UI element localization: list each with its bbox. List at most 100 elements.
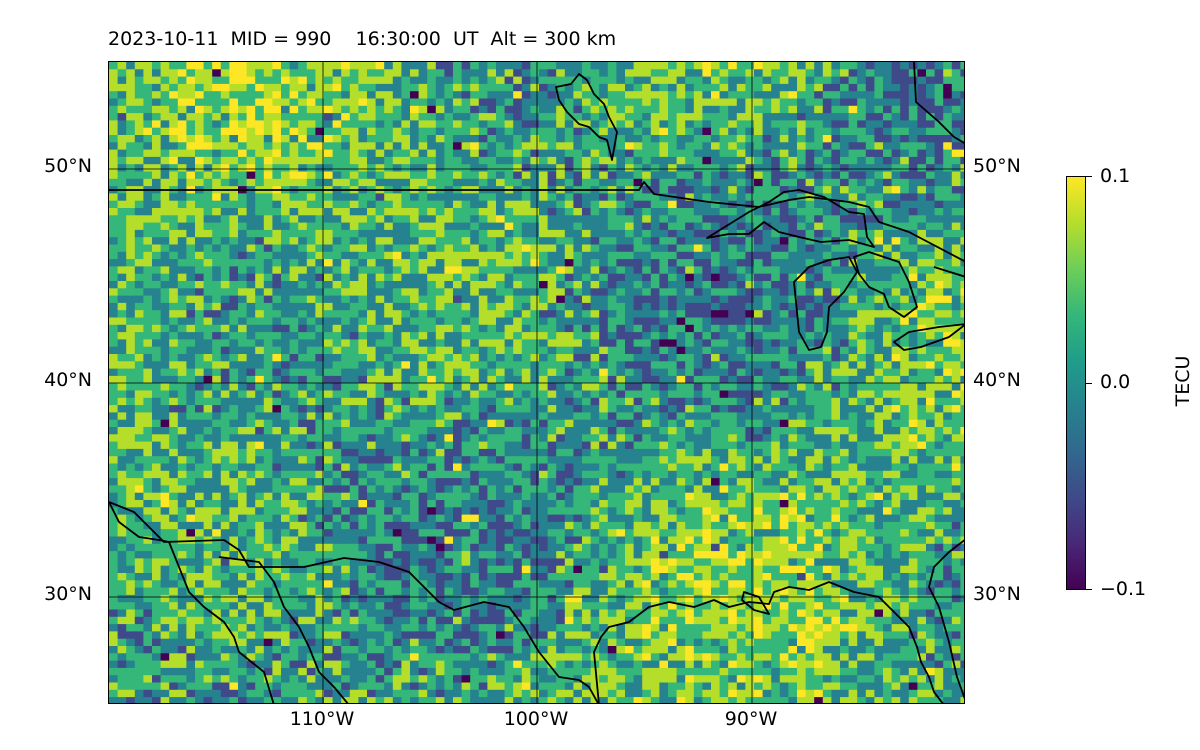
tec-cell <box>736 83 746 92</box>
tec-cell <box>719 186 729 194</box>
tec-cell <box>358 405 368 413</box>
tec-cell <box>951 397 961 406</box>
tec-cell <box>246 361 256 370</box>
tec-cell <box>831 69 841 78</box>
tec-cell <box>883 193 893 202</box>
tec-cell <box>169 383 179 392</box>
tec-cell <box>642 383 652 392</box>
tec-cell <box>238 142 248 151</box>
tec-cell <box>298 405 308 413</box>
tec-cell <box>573 281 583 289</box>
tec-cell <box>229 76 239 85</box>
tec-cell <box>126 156 136 165</box>
tec-cell <box>453 229 463 238</box>
tec-cell <box>418 164 428 173</box>
tec-cell <box>478 229 488 238</box>
tec-cell <box>693 368 703 377</box>
tec-cell <box>177 302 187 311</box>
tec-cell <box>582 69 592 78</box>
tec-cell <box>736 178 746 187</box>
tec-cell <box>272 127 282 136</box>
tec-cell <box>435 266 445 275</box>
tec-cell <box>685 215 695 224</box>
tec-cell <box>289 113 299 121</box>
tec-cell <box>444 266 454 275</box>
tec-cell <box>564 324 574 333</box>
map-panel[interactable] <box>108 61 965 704</box>
tec-cell <box>272 390 282 399</box>
tec-cell <box>195 397 205 406</box>
tec-cell <box>160 244 170 253</box>
tec-cell <box>272 368 282 377</box>
tec-cell <box>668 113 678 121</box>
tec-cell <box>874 237 884 246</box>
tec-cell <box>392 266 402 275</box>
tec-cell <box>616 91 626 100</box>
tec-cell <box>152 76 162 85</box>
tec-cell <box>324 288 334 297</box>
tec-cell <box>711 346 721 355</box>
tec-cell <box>840 259 850 267</box>
tec-cell <box>865 105 875 114</box>
tec-cell <box>874 91 884 100</box>
tec-cell <box>857 127 867 136</box>
tec-cell <box>728 237 738 246</box>
tec-cell <box>814 171 824 180</box>
tec-cell <box>272 113 282 121</box>
tec-cell <box>401 266 411 275</box>
tec-cell <box>625 273 635 282</box>
tec-cell <box>530 76 540 85</box>
tec-cell <box>220 412 230 421</box>
tec-cell <box>547 419 557 428</box>
tec-cell <box>126 237 136 246</box>
tec-cell <box>410 390 420 399</box>
tec-cell <box>401 390 411 399</box>
tec-cell <box>857 135 867 143</box>
tec-cell <box>324 368 334 377</box>
tec-cell <box>840 171 850 180</box>
tec-cell <box>556 302 566 311</box>
tec-cell <box>349 361 359 370</box>
tec-cell <box>633 69 643 78</box>
tec-cell <box>891 259 901 267</box>
tec-cell <box>822 127 832 136</box>
tec-cell <box>633 113 643 121</box>
tec-cell <box>134 98 144 107</box>
tec-cell <box>822 229 832 238</box>
tec-cell <box>332 368 342 377</box>
tec-cell <box>212 193 222 202</box>
tec-cell <box>289 332 299 340</box>
tec-cell <box>857 354 867 362</box>
tec-cell <box>263 324 273 333</box>
tec-cell <box>427 164 437 173</box>
tec-cell <box>496 127 506 136</box>
tec-cell <box>255 135 265 143</box>
tec-cell <box>212 127 222 136</box>
tec-cell <box>530 310 540 319</box>
tec-cell <box>496 142 506 151</box>
tec-cell <box>530 127 540 136</box>
tec-cell <box>349 302 359 311</box>
tec-cell <box>926 76 936 85</box>
tec-cell <box>220 375 230 384</box>
tec-cell <box>435 164 445 173</box>
tec-cell <box>883 164 893 173</box>
tec-cell <box>478 354 488 362</box>
tec-cell <box>926 91 936 100</box>
tec-cell <box>590 229 600 238</box>
tec-cell <box>900 120 910 129</box>
tec-cell <box>943 193 953 202</box>
tec-cell <box>418 419 428 428</box>
tec-cell <box>590 98 600 107</box>
tec-cell <box>573 295 583 304</box>
tec-cell <box>633 397 643 406</box>
tec-cell <box>126 375 136 384</box>
tec-cell <box>143 288 153 297</box>
tec-cell <box>263 266 273 275</box>
tec-cell <box>152 295 162 304</box>
tec-cell <box>332 127 342 136</box>
tec-cell <box>418 405 428 413</box>
tec-cell <box>650 156 660 165</box>
tec-cell <box>590 405 600 413</box>
tec-cell <box>324 83 334 92</box>
